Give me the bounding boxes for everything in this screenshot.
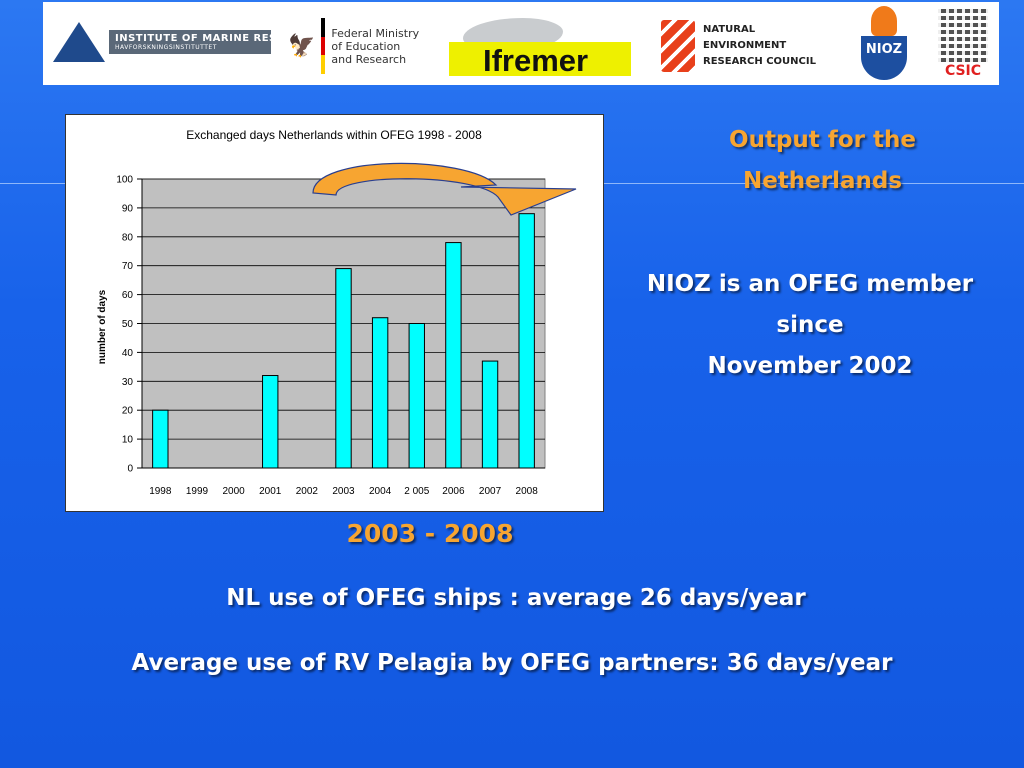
german-flag-icon	[321, 18, 326, 75]
x-tick-label: 2000	[222, 486, 245, 497]
x-tick-label: 2008	[516, 486, 539, 497]
bar	[262, 375, 279, 469]
y-tick-label: 20	[122, 406, 134, 417]
chart-title: Exchanged days Netherlands within OFEG 1…	[186, 128, 482, 142]
bar	[445, 242, 462, 469]
x-tick-label: 1998	[149, 486, 172, 497]
x-tick-label: 2001	[259, 486, 282, 497]
bar	[152, 409, 169, 469]
imr-name-norwegian: HAVFORSKNINGSINSTITUTTET	[115, 44, 217, 51]
years-label: 2003 - 2008	[346, 519, 514, 548]
y-tick-label: 40	[122, 348, 134, 359]
y-tick-label: 70	[122, 261, 134, 272]
logo-bar: INSTITUTE OF MARINE RESEARCH HAVFORSKNIN…	[43, 2, 999, 85]
member-statement: NIOZ is an OFEG member since November 20…	[600, 264, 1020, 387]
nerc-line: RESEARCH COUNCIL	[703, 56, 816, 67]
y-tick-label: 30	[122, 377, 134, 388]
bar	[371, 317, 389, 469]
bar-chart: Exchanged days Netherlands within OFEG 1…	[65, 114, 604, 512]
bar	[335, 268, 352, 469]
member-line: NIOZ is an OFEG member	[646, 271, 974, 297]
member-line: November 2002	[707, 353, 913, 379]
nerc-logo: NATURAL ENVIRONMENT RESEARCH COUNCIL	[661, 18, 816, 74]
bar	[408, 323, 425, 469]
nerc-mark-icon	[661, 20, 695, 72]
ifremer-name: Ifremer	[483, 43, 589, 78]
imr-triangle-icon	[53, 22, 105, 62]
pelagia-statement: Average use of RV Pelagia by OFEG partne…	[131, 650, 893, 676]
y-tick-label: 100	[116, 175, 133, 186]
output-title: Output for the Netherlands	[729, 127, 916, 194]
y-axis-label: number of days	[97, 289, 108, 364]
csic-logo: CSIC	[936, 6, 990, 82]
csic-name: CSIC	[944, 63, 982, 79]
nerc-line: NATURAL	[703, 24, 756, 35]
bmbf-line: Federal Ministry	[331, 26, 420, 40]
curved-arrow-icon	[312, 162, 577, 216]
nioz-name: NIOZ	[865, 42, 903, 57]
x-tick-label: 2002	[296, 486, 319, 497]
imr-logo: INSTITUTE OF MARINE RESEARCH HAVFORSKNIN…	[53, 18, 318, 66]
y-tick-label: 10	[122, 435, 134, 446]
bar	[518, 213, 535, 469]
x-tick-label: 1999	[186, 486, 209, 497]
member-line: since	[776, 312, 844, 338]
eagle-icon: 🦅	[288, 33, 316, 59]
nerc-line: ENVIRONMENT	[703, 40, 787, 51]
nioz-flame-icon	[871, 6, 897, 36]
ifremer-logo: Ifremer	[443, 14, 633, 78]
imr-name: INSTITUTE OF MARINE RESEARCH	[115, 33, 318, 44]
y-tick-label: 60	[122, 290, 134, 301]
x-tick-label: 2006	[442, 486, 465, 497]
bmbf-line: and Research	[331, 52, 407, 66]
bmbf-line: of Education	[331, 39, 401, 53]
x-tick-label: 2003	[332, 486, 355, 497]
bar	[481, 360, 499, 469]
y-tick-label: 50	[122, 319, 134, 330]
y-tick-label: 90	[122, 203, 134, 214]
nl-use-statement: NL use of OFEG ships : average 26 days/y…	[226, 585, 806, 611]
x-tick-label: 2 005	[404, 486, 429, 497]
nioz-logo: NIOZ	[859, 6, 911, 82]
chart-svg: Exchanged days Netherlands within OFEG 1…	[97, 128, 577, 497]
y-tick-label: 0	[127, 464, 133, 475]
x-tick-label: 2007	[479, 486, 502, 497]
bmbf-logo: 🦅 Federal Ministry of Education and Rese…	[288, 16, 419, 76]
y-tick-label: 80	[122, 232, 134, 243]
x-tick-label: 2004	[369, 486, 392, 497]
